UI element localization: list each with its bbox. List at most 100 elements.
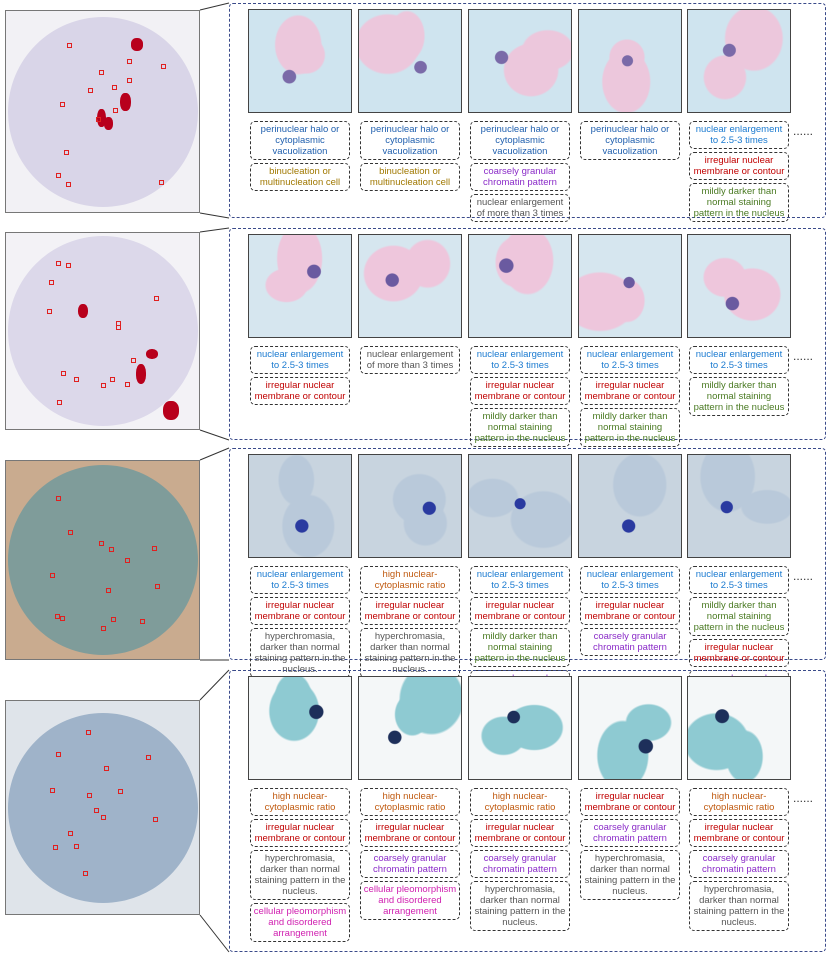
roi-marker [61, 371, 66, 377]
feature-label: perinuclear halo or cytoplasmic vacuoliz… [360, 121, 460, 160]
roi-marker [66, 263, 72, 269]
feature-label: nuclear enlargement to 2.5-3 times [689, 121, 789, 149]
feature-label: nuclear enlargement to 2.5-3 times [580, 346, 680, 374]
stain-blot [131, 38, 144, 51]
feature-label: nuclear enlargement to 2.5-3 times [689, 346, 789, 374]
label-stack: perinuclear halo or cytoplasmic vacuoliz… [468, 121, 572, 222]
feature-label: hyperchromasia, darker than normal stain… [580, 850, 680, 900]
label-stack: nuclear enlargement to 2.5-3 times irregu… [687, 121, 791, 222]
feature-label: perinuclear halo or cytoplasmic vacuoliz… [470, 121, 570, 160]
roi-marker [50, 788, 56, 794]
slide-thumbnail [5, 700, 200, 915]
slide-tissue [7, 712, 198, 903]
roi-marker [55, 495, 61, 501]
roi-marker [117, 789, 123, 795]
feature-label: irregular nuclear membrane or contour [580, 377, 680, 405]
cell-image [248, 9, 352, 113]
feature-label: irregular nuclear membrane or contour [250, 377, 350, 405]
feature-label: mildly darker than normal staining patte… [580, 408, 680, 447]
roi-marker [49, 573, 55, 579]
roi-marker [158, 179, 164, 185]
label-stack: nuclear enlargement to 2.5-3 times irregu… [248, 346, 352, 405]
cell-image [358, 234, 462, 338]
label-stack: high nuclear-cytoplasmic ratio irregular … [248, 788, 352, 942]
region-panel: perinuclear halo or cytoplasmic vacuoliz… [229, 3, 826, 222]
stain-blot [77, 304, 88, 319]
roi-marker [87, 792, 93, 798]
cell-image [248, 454, 352, 558]
label-stack: nuclear enlargement to 2.5-3 times irregu… [248, 566, 352, 678]
cell-image [687, 454, 791, 558]
feature-label: high nuclear-cytoplasmic ratio [360, 566, 460, 594]
roi-marker [160, 63, 166, 69]
feature-label: irregular nuclear membrane or contour [689, 639, 789, 667]
cell-image [468, 676, 572, 780]
roi-marker [56, 399, 62, 405]
region-panel: nuclear enlargement to 2.5-3 times irregu… [229, 448, 826, 698]
feature-label: coarsely granular chromatin pattern [580, 819, 680, 847]
cell-image [358, 454, 462, 558]
slide-thumbnail [5, 10, 200, 213]
roi-marker [82, 871, 88, 877]
feature-label: perinuclear halo or cytoplasmic vacuoliz… [580, 121, 680, 160]
feature-label: high nuclear-cytoplasmic ratio [360, 788, 460, 816]
feature-label: perinuclear halo or cytoplasmic vacuoliz… [250, 121, 350, 160]
feature-label: high nuclear-cytoplasmic ratio [250, 788, 350, 816]
feature-label: mildly darker than normal staining patte… [689, 183, 789, 222]
feature-label: irregular nuclear membrane or contour [689, 152, 789, 180]
stain-blot [163, 401, 179, 420]
roi-marker [48, 280, 54, 286]
connector [199, 2, 230, 11]
roi-marker [67, 43, 73, 49]
label-stack: irregular nuclear membrane or contour coa… [578, 788, 682, 900]
label-stack: high nuclear-cytoplasmic ratio irregular … [358, 788, 462, 920]
roi-marker [113, 108, 119, 114]
roi-marker [116, 325, 122, 331]
feature-label: nuclear enlargement of more than 3 times [360, 346, 460, 374]
feature-label: high nuclear-cytoplasmic ratio [470, 788, 570, 816]
roi-marker [126, 59, 132, 65]
feature-label: nuclear enlargement of more than 3 times [470, 194, 570, 222]
feature-label: nuclear enlargement to 2.5-3 times [580, 566, 680, 594]
label-stack: high nuclear-cytoplasmic ratio irregular … [468, 788, 572, 931]
feature-label: mildly darker than normal staining patte… [689, 377, 789, 416]
feature-label: hyperchromasia, darker than normal stain… [250, 850, 350, 900]
connector [199, 212, 230, 219]
cell-image [248, 676, 352, 780]
cell-image [358, 676, 462, 780]
roi-marker [60, 101, 66, 107]
roi-marker [60, 616, 66, 622]
stain-blot [145, 349, 158, 360]
region-panel: nuclear enlargement to 2.5-3 times irregu… [229, 228, 826, 447]
feature-label: hyperchromasia, darker than normal stain… [470, 881, 570, 931]
feature-label: mildly darker than normal staining patte… [689, 597, 789, 636]
feature-label: coarsely granular chromatin pattern [689, 850, 789, 878]
cell-image [578, 234, 682, 338]
feature-label: coarsely granular chromatin pattern [470, 163, 570, 191]
roi-marker [55, 613, 61, 619]
roi-marker [55, 261, 61, 266]
roi-marker [110, 617, 116, 623]
roi-marker [110, 376, 116, 382]
stain-blot [104, 117, 114, 130]
roi-marker [94, 807, 100, 813]
cell-image [578, 676, 682, 780]
connector [199, 914, 230, 953]
feature-label: coarsely granular chromatin pattern [360, 850, 460, 878]
connector [199, 227, 230, 233]
roi-marker [101, 626, 106, 632]
roi-marker [56, 752, 62, 758]
label-stack: nuclear enlargement to 2.5-3 times irregu… [578, 566, 682, 656]
feature-label: nuclear enlargement to 2.5-3 times [689, 566, 789, 594]
roi-marker [153, 816, 159, 822]
roi-marker [68, 831, 74, 837]
feature-label: mildly darker than normal staining patte… [470, 408, 570, 447]
slide-tissue [7, 236, 198, 426]
label-stack: nuclear enlargement to 2.5-3 times irregu… [578, 346, 682, 447]
feature-label: high nuclear-cytoplasmic ratio [689, 788, 789, 816]
cell-image [248, 234, 352, 338]
label-stack: perinuclear halo or cytoplasmic vacuoliz… [578, 121, 682, 160]
roi-marker [68, 530, 74, 536]
roi-marker [140, 618, 146, 624]
feature-label: irregular nuclear membrane or contour [250, 819, 350, 847]
